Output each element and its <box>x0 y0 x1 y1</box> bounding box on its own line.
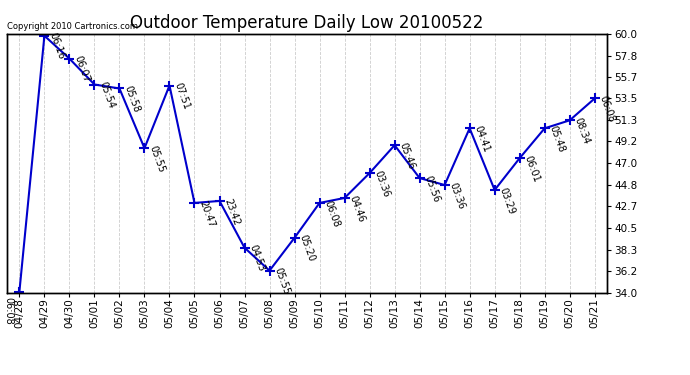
Text: 05:20: 05:20 <box>297 234 316 263</box>
Text: 20:47: 20:47 <box>197 199 216 228</box>
Text: 23:42: 23:42 <box>222 197 242 226</box>
Text: 05:56: 05:56 <box>422 174 442 204</box>
Text: 06:07: 06:07 <box>72 54 91 84</box>
Text: 03:36: 03:36 <box>447 181 466 210</box>
Text: Copyright 2010 Cartronics.com: Copyright 2010 Cartronics.com <box>7 22 138 31</box>
Text: 03:36: 03:36 <box>373 169 391 198</box>
Text: 04:41: 04:41 <box>473 124 491 154</box>
Text: 06:08: 06:08 <box>598 94 616 124</box>
Text: 06:08: 06:08 <box>322 199 342 228</box>
Text: 05:46: 05:46 <box>397 141 416 171</box>
Title: Outdoor Temperature Daily Low 20100522: Outdoor Temperature Daily Low 20100522 <box>130 14 484 32</box>
Text: 06:01: 06:01 <box>522 154 542 183</box>
Text: 06:08: 06:08 <box>3 297 13 325</box>
Text: 04:46: 04:46 <box>347 194 366 223</box>
Text: 07:51: 07:51 <box>172 81 191 111</box>
Text: 05:58: 05:58 <box>122 84 141 114</box>
Text: 05:48: 05:48 <box>547 124 566 154</box>
Text: 04:53: 04:53 <box>247 243 266 273</box>
Text: 05:55: 05:55 <box>147 144 166 174</box>
Text: 05:54: 05:54 <box>97 80 116 110</box>
Text: 06:16: 06:16 <box>47 32 66 61</box>
Text: 05:55: 05:55 <box>273 267 291 296</box>
Text: 08:34: 08:34 <box>573 116 591 146</box>
Text: 03:29: 03:29 <box>497 186 516 216</box>
